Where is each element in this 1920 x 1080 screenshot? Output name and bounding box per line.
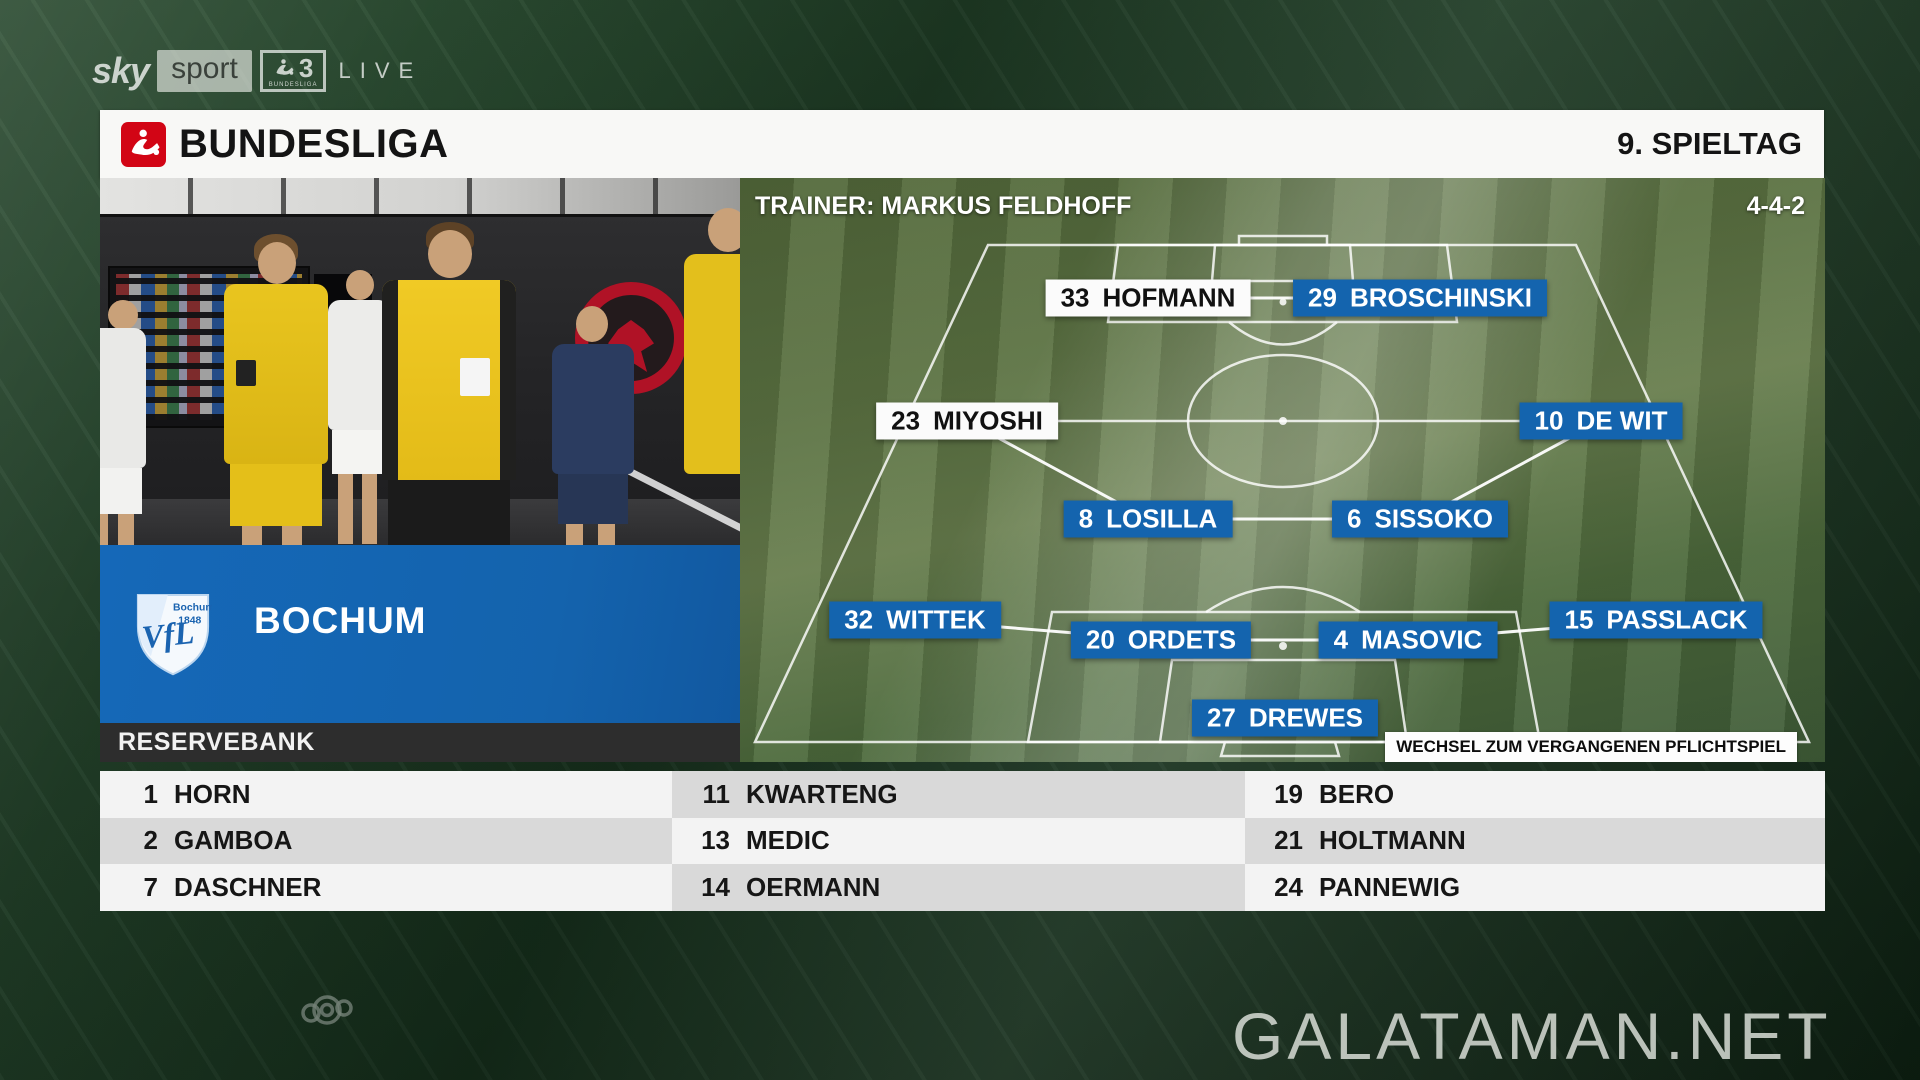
player-number: 15 [1564, 604, 1594, 635]
player-number: 29 [1308, 282, 1337, 313]
player-name: MASOVIC [1361, 624, 1483, 655]
player-plate-broschinski: 29 BROSCHINSKI [1293, 279, 1547, 317]
bench-player-pannewig: 24 PANNEWIG [1245, 864, 1825, 911]
formation-connectors [914, 296, 1657, 642]
player-number: 33 [1060, 282, 1090, 313]
crest-initials: VfL [140, 615, 196, 656]
player-plate-de-wit: 10 DE WIT [1519, 402, 1683, 440]
live-label: LIVE [338, 58, 423, 83]
watermark: GALATAMAN.NET [1232, 999, 1832, 1073]
bench-player-name: OERMANN [746, 872, 881, 903]
bench-player-number: 13 [701, 825, 730, 856]
bench-player-name: PANNEWIG [1319, 872, 1461, 903]
bench-column-1: 1 HORN 2 GAMBOA 7 DASCHNER [100, 771, 672, 911]
broadcast-emblem-icon [301, 995, 353, 1025]
player-name: SISSOKO [1374, 503, 1493, 534]
player-name: WITTEK [886, 604, 986, 635]
bench-grid: 1 HORN 2 GAMBOA 7 DASCHNER 11 KWARTENG 13 MEDIC 14… [100, 771, 1825, 911]
player-plate-passlack: 15 PASSLACK [1549, 601, 1763, 639]
player-number: 8 [1078, 503, 1094, 534]
player-plate-drewes: 27 DREWES [1191, 699, 1379, 737]
player-number: 32 [844, 604, 874, 635]
reservebank-title: RESERVEBANK [118, 728, 315, 756]
player-name: PASSLACK [1606, 604, 1748, 635]
player-number: 6 [1347, 503, 1362, 534]
sky-sport-logo: sky sport 3 BUNDESLIGA LIVE [92, 50, 422, 92]
player-plate-hofmann: 33 HOFMANN [1045, 279, 1251, 317]
crest-city: Bochum [173, 603, 212, 614]
player-number: 4 [1333, 624, 1349, 655]
team-panel: VfL Bochum 1848 BOCHUM [100, 545, 740, 723]
player-name: DREWES [1248, 702, 1364, 733]
player-plate-ordets: 20 ORDETS [1070, 621, 1252, 659]
pitch-lines [753, 234, 1811, 758]
bench-player-number: 7 [143, 872, 158, 903]
header-bar: BUNDESLIGA 9. SPIELTAG [100, 110, 1824, 178]
bench-column-3: 19 BERO 21 HOLTMANN 24 PANNEWIG [1245, 771, 1825, 911]
bench-player-oermann: 14 OERMANN [672, 864, 1245, 911]
player-plate-wittek: 32 WITTEK [829, 601, 1001, 639]
bench-player-name: DASCHNER [174, 872, 322, 903]
channel-box-caption: BUNDESLIGA [268, 82, 318, 88]
bundesliga-kicker-icon [276, 59, 294, 75]
bench-column-2: 11 KWARTENG 13 MEDIC 14 OERMANN [672, 771, 1245, 911]
trainer-label: TRAINER: MARKUS FELDHOFF [755, 192, 1132, 220]
bench-player-name: HOLTMANN [1319, 825, 1466, 856]
player-name: MIYOSHI [933, 405, 1043, 436]
player-number: 27 [1206, 702, 1236, 733]
bench-player-number: 2 [143, 825, 158, 856]
tunnel-photo [100, 178, 740, 545]
player-number: 10 [1534, 405, 1564, 436]
pitch: TRAINER: MARKUS FELDHOFF 4-4-2 33 HOFMANN… [740, 178, 1825, 762]
channel-number: 3 [298, 53, 314, 83]
bochum-crest-icon: VfL Bochum 1848 [136, 594, 212, 676]
bench-player-medic: 13 MEDIC [672, 817, 1245, 865]
competition-title: BUNDESLIGA [179, 121, 449, 166]
player-number: 23 [891, 405, 921, 436]
bench-player-number: 1 [143, 778, 158, 809]
player-name: DE WIT [1576, 405, 1668, 436]
bench-player-kwarteng: 11 KWARTENG [672, 771, 1245, 818]
matchday-label: 9. SPIELTAG [1617, 126, 1802, 161]
bench-player-daschner: 7 DASCHNER [100, 864, 672, 911]
bench-player-horn: 1 HORN [100, 771, 672, 818]
bench-player-number: 24 [1274, 872, 1303, 903]
player-name: HOFMANN [1102, 282, 1236, 313]
bench-player-gamboa: 2 GAMBOA [100, 817, 672, 865]
photo-ceiling [100, 178, 740, 214]
sky-wordmark: sky [92, 50, 150, 91]
player-number: 20 [1085, 624, 1115, 655]
player-name: ORDETS [1127, 624, 1237, 655]
bench-player-name: GAMBOA [174, 825, 293, 856]
bench-player-holtmann: 21 HOLTMANN [1245, 817, 1825, 865]
player-name: LOSILLA [1106, 503, 1218, 534]
bench-player-name: KWARTENG [746, 778, 898, 809]
bench-player-number: 19 [1274, 778, 1303, 809]
bench-player-bero: 19 BERO [1245, 771, 1825, 818]
lineup-note: WECHSEL ZUM VERGANGENEN PFLICHTSPIEL [1385, 732, 1797, 762]
player-plate-sissoko: 6 SISSOKO [1332, 500, 1508, 538]
player-plate-masovic: 4 MASOVIC [1318, 621, 1498, 659]
bench-player-number: 11 [702, 778, 731, 809]
player-name: BROSCHINSKI [1349, 282, 1532, 313]
bench-player-number: 21 [1274, 825, 1303, 856]
bench-player-name: HORN [174, 778, 251, 809]
player-plate-miyoshi: 23 MIYOSHI [876, 402, 1058, 440]
player-plate-losilla: 8 LOSILLA [1063, 500, 1233, 538]
formation-label: 4-4-2 [1746, 192, 1805, 220]
channel-box: 3 BUNDESLIGA [259, 50, 327, 92]
photo-ceiling-edge [100, 214, 740, 217]
bench-player-number: 14 [701, 872, 730, 903]
bench-player-name: BERO [1319, 778, 1395, 809]
bench-player-name: MEDIC [746, 825, 830, 856]
crest-year: 1848 [178, 616, 201, 627]
bundesliga-logo-icon [121, 121, 166, 167]
team-name: BOCHUM [254, 600, 427, 641]
sport-wordmark: sport [157, 50, 252, 92]
reservebank-bar: RESERVEBANK [100, 723, 740, 762]
